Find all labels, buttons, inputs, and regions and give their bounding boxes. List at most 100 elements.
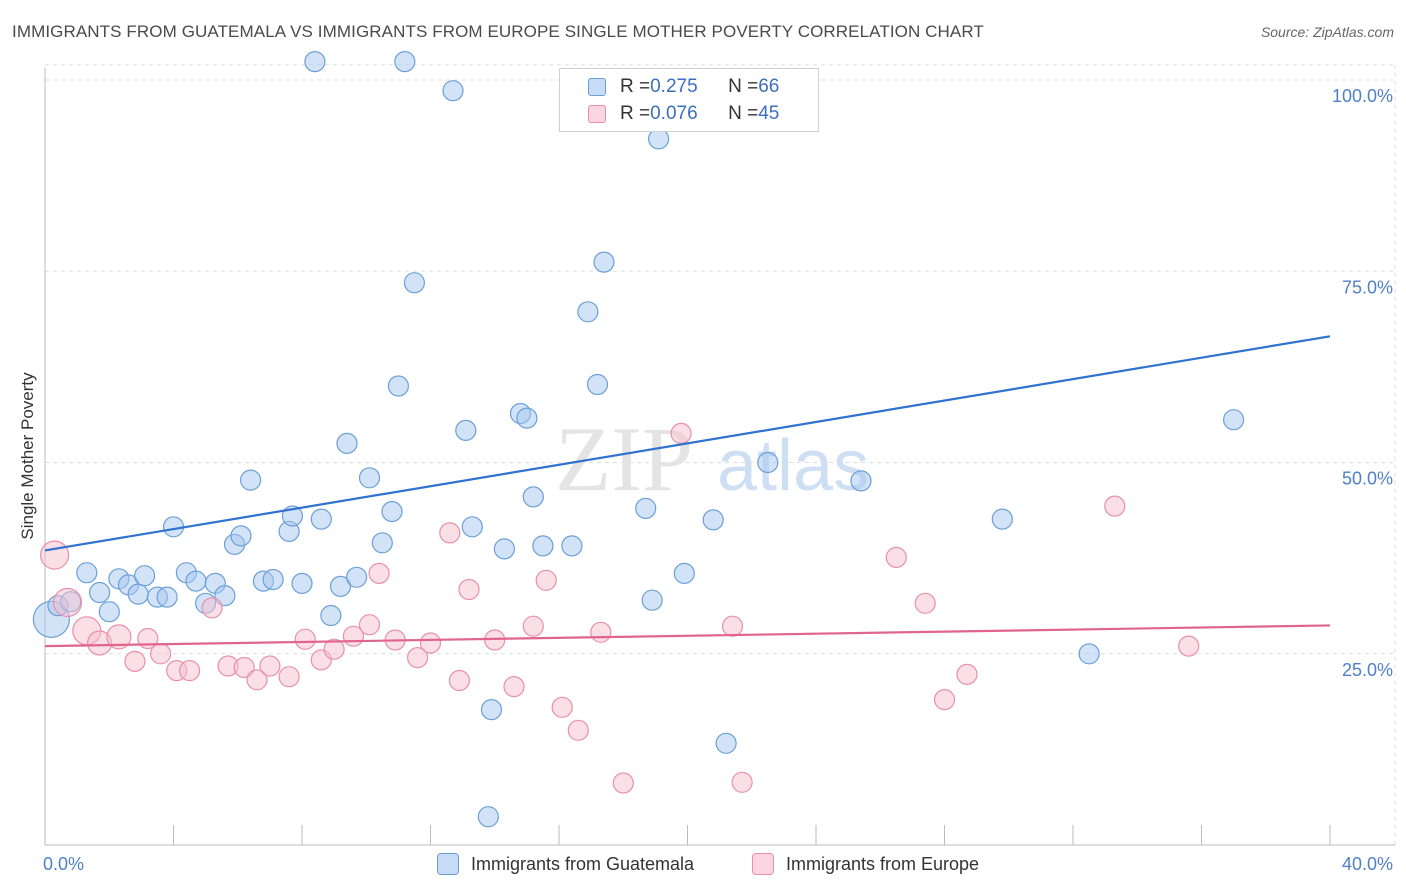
chart-source: Source: ZipAtlas.com xyxy=(1260,24,1394,40)
legend-n-value: 45 xyxy=(758,103,780,124)
data-point-europe xyxy=(52,587,83,618)
legend-r-value: 0.275 xyxy=(650,76,698,97)
y-tick-label: 100.0% xyxy=(1332,86,1393,106)
data-point-guatemala xyxy=(715,732,737,754)
data-point-europe xyxy=(294,628,316,650)
data-point-europe xyxy=(201,597,223,619)
x-tick-label: 0.0% xyxy=(43,854,84,874)
data-point-guatemala xyxy=(757,451,779,474)
data-point-europe xyxy=(522,615,544,637)
bottom-legend-swatch-pink xyxy=(752,853,774,875)
data-point-guatemala xyxy=(442,80,464,102)
data-point-guatemala xyxy=(532,535,554,557)
data-point-guatemala xyxy=(461,516,483,538)
data-point-guatemala xyxy=(310,508,332,530)
data-point-europe xyxy=(106,624,132,650)
data-point-europe xyxy=(956,663,978,686)
data-point-guatemala xyxy=(635,497,657,519)
data-point-europe xyxy=(731,771,753,793)
data-point-europe xyxy=(535,569,557,591)
watermark-zip: ZIP xyxy=(555,408,693,510)
data-point-guatemala xyxy=(850,470,872,492)
data-point-guatemala xyxy=(88,581,111,604)
legend-row-guatemala: R = 0.275 N = 66 xyxy=(588,74,779,100)
data-point-guatemala xyxy=(371,532,393,554)
data-point-europe xyxy=(1178,635,1200,657)
legend-r-label: R = xyxy=(620,103,651,124)
data-point-guatemala xyxy=(185,570,207,592)
data-point-europe xyxy=(567,719,589,741)
data-point-guatemala xyxy=(455,419,477,441)
data-point-europe xyxy=(885,546,907,569)
y-tick-label: 50.0% xyxy=(1342,469,1393,489)
data-point-europe xyxy=(419,632,442,654)
data-point-europe xyxy=(551,696,573,718)
data-point-guatemala xyxy=(262,568,284,591)
data-point-europe xyxy=(179,659,201,682)
trend-line-europe xyxy=(44,624,1331,648)
data-point-guatemala xyxy=(230,525,252,547)
legend-n-label: N = xyxy=(728,103,759,124)
data-point-europe xyxy=(150,643,172,665)
data-point-europe xyxy=(39,540,70,570)
data-point-guatemala xyxy=(394,50,416,73)
data-point-europe xyxy=(246,669,268,691)
data-point-guatemala xyxy=(480,698,503,721)
data-point-guatemala xyxy=(702,509,724,531)
trend-lines xyxy=(44,335,1331,648)
data-point-guatemala xyxy=(593,251,615,273)
data-point-europe xyxy=(612,772,634,794)
y-axis-title: Single Mother Poverty xyxy=(18,372,37,540)
watermark: ZIP atlas xyxy=(555,408,869,510)
data-point-europe xyxy=(439,522,461,544)
data-point-guatemala xyxy=(127,583,149,605)
y-tick-label: 25.0% xyxy=(1342,660,1393,680)
data-point-europe xyxy=(278,666,300,688)
data-point-guatemala xyxy=(403,272,425,294)
data-point-europe xyxy=(368,562,390,585)
legend-n-label: N = xyxy=(728,76,759,97)
legend-swatch-blue xyxy=(588,78,606,96)
data-point-guatemala xyxy=(134,565,156,587)
trend-line-guatemala xyxy=(44,335,1331,552)
data-point-guatemala xyxy=(381,500,403,523)
data-point-guatemala xyxy=(291,572,313,595)
bottom-legend-guatemala: Immigrants from Guatemala xyxy=(437,851,694,877)
data-point-europe xyxy=(914,592,936,614)
data-point-europe xyxy=(233,656,255,679)
watermark-atlas: atlas xyxy=(717,426,869,506)
bottom-legend-europe: Immigrants from Europe xyxy=(752,851,979,877)
y-tick-label: 75.0% xyxy=(1342,277,1393,297)
data-point-guatemala xyxy=(358,467,381,489)
chart-title: IMMIGRANTS FROM GUATEMALA VS IMMIGRANTS … xyxy=(12,22,984,41)
data-point-europe xyxy=(503,675,525,698)
data-point-guatemala xyxy=(304,50,326,73)
data-point-guatemala xyxy=(98,601,120,623)
data-point-guatemala xyxy=(1078,643,1100,665)
data-point-guatemala xyxy=(516,407,538,429)
data-point-europe xyxy=(448,669,470,692)
bottom-legend-label: Immigrants from Europe xyxy=(786,853,980,874)
data-point-europe xyxy=(590,621,612,643)
data-point-guatemala xyxy=(673,562,695,585)
data-point-guatemala xyxy=(320,604,342,627)
data-point-europe xyxy=(259,655,281,677)
x-tick-label: 40.0% xyxy=(1342,854,1393,874)
data-point-guatemala xyxy=(586,373,609,396)
data-point-guatemala xyxy=(336,432,358,454)
data-point-guatemala xyxy=(522,486,544,508)
data-point-guatemala xyxy=(214,584,236,607)
data-point-europe xyxy=(458,578,480,601)
data-point-guatemala xyxy=(346,566,368,588)
data-point-guatemala xyxy=(577,301,599,323)
data-point-europe xyxy=(323,638,345,660)
data-point-europe xyxy=(933,688,956,711)
correlation-legend: R = 0.275 N = 66 R = 0.076 N = 45 xyxy=(559,68,819,132)
data-point-europe xyxy=(670,422,692,444)
bottom-legend-label: Immigrants from Guatemala xyxy=(471,853,695,874)
axes xyxy=(44,68,1395,846)
data-point-guatemala xyxy=(1222,409,1245,431)
data-point-guatemala xyxy=(493,538,515,560)
data-point-europe xyxy=(407,646,429,669)
